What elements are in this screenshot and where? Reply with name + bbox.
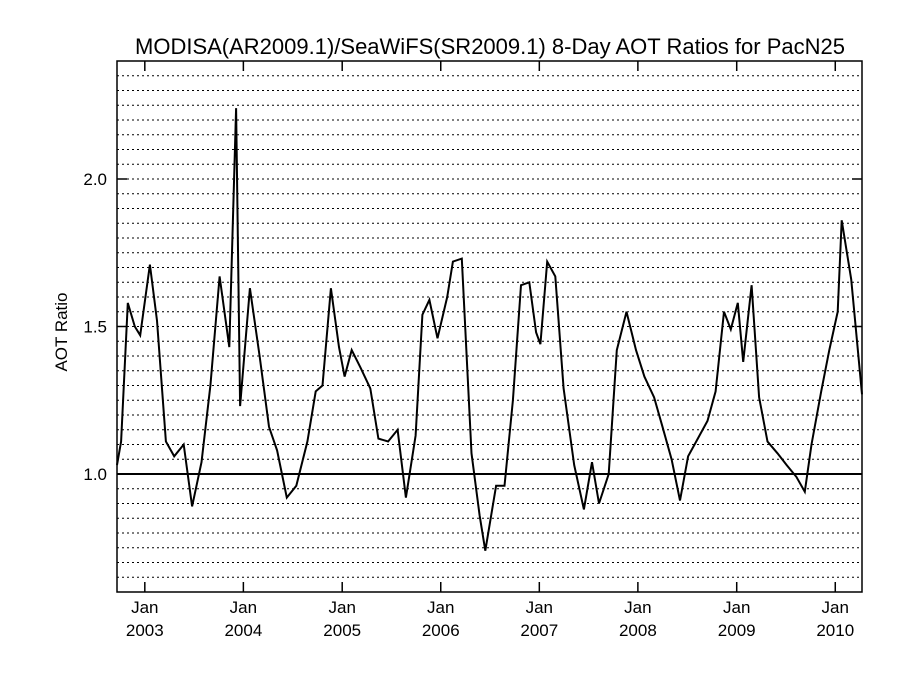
x-tick-label-month: Jan: [230, 598, 257, 617]
x-tick-label-year: 2005: [323, 621, 361, 640]
chart-title: MODISA(AR2009.1)/SeaWiFS(SR2009.1) 8-Day…: [135, 34, 845, 59]
x-tick-label-year: 2007: [520, 621, 558, 640]
series-layer: [116, 108, 863, 551]
x-tick-label-year: 2004: [224, 621, 262, 640]
x-tick-label-year: 2010: [816, 621, 854, 640]
x-tick-label-month: Jan: [427, 598, 454, 617]
x-tick-label-year: 2009: [718, 621, 756, 640]
y-tick-label: 2.0: [83, 170, 107, 189]
y-tick-label: 1.0: [83, 465, 107, 484]
x-tick-label-month: Jan: [328, 598, 355, 617]
x-tick-label-month: Jan: [723, 598, 750, 617]
x-tick-label-month: Jan: [822, 598, 849, 617]
grid-lines: [117, 75, 862, 578]
y-axis-label: AOT Ratio: [52, 292, 71, 371]
x-axis-ticks: Jan 2003 Jan 2004 Jan 2005 Jan 2006 Jan 2007 Jan 20…: [126, 61, 854, 640]
x-tick-label-year: 2003: [126, 621, 164, 640]
x-tick-label-month: Jan: [624, 598, 651, 617]
x-tick-label-month: Jan: [131, 598, 158, 617]
x-tick-label-month: Jan: [526, 598, 553, 617]
x-tick-label-year: 2008: [619, 621, 657, 640]
y-tick-label: 1.5: [83, 318, 107, 337]
y-axis-ticks: 1.0 1.5 2.0: [83, 170, 862, 484]
series-line-1: [116, 108, 863, 551]
x-tick-label-year: 2006: [422, 621, 460, 640]
